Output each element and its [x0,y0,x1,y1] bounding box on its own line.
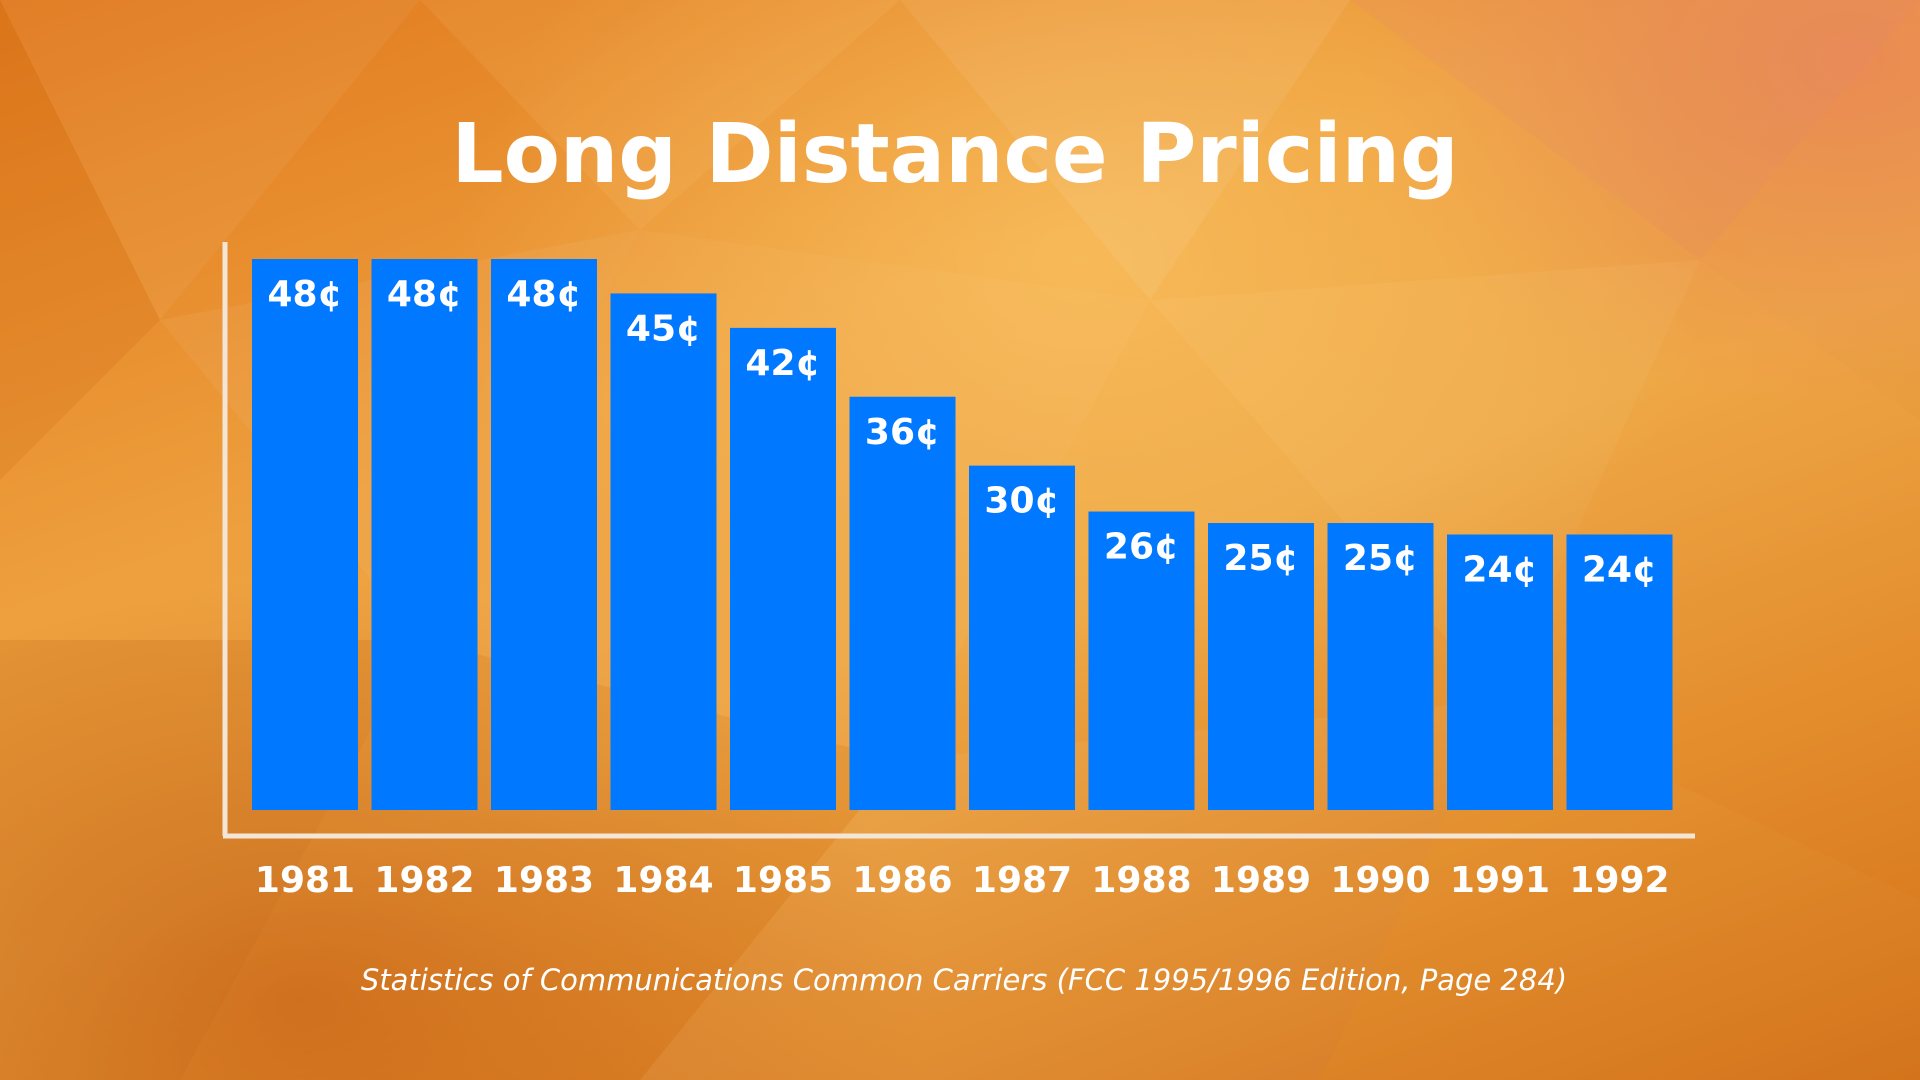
x-tick-label: 1991 [1450,860,1550,901]
bar-value-label: 24¢ [1462,550,1537,591]
x-tick-label: 1990 [1330,860,1430,901]
source-caption: Statistics of Communications Common Carr… [361,963,1567,997]
bar-1986 [849,396,956,810]
bar-1982 [371,259,478,810]
chart-title: Long Distance Pricing [451,107,1458,202]
x-tick-label: 1986 [852,860,952,901]
x-tick-label: 1983 [494,860,594,901]
x-tick-label: 1982 [374,860,474,901]
bar-value-label: 26¢ [1104,527,1179,568]
bar-1984 [610,293,717,810]
bar-1981 [252,259,358,810]
chart-axes [222,242,1695,839]
bar-1990 [1327,523,1434,810]
bar-1983 [491,259,597,810]
bar-1985 [730,327,836,810]
x-tick-label: 1989 [1211,860,1311,901]
bar-1992 [1566,534,1673,810]
bar-series: 48¢ 48¢ 48¢ 45¢ 42¢ 36¢ 30¢ 26¢ 25¢ 25¢ 24¢ 24¢ [252,259,1673,810]
bar-1987 [969,465,1075,810]
x-tick-label: 1981 [255,860,355,901]
bar-value-label: 30¢ [984,481,1059,522]
bar-value-label: 48¢ [387,274,462,315]
bar-1988 [1088,511,1195,810]
bar-1991 [1447,534,1553,810]
x-tick-label: 1985 [733,860,833,901]
bar-1989 [1208,523,1314,810]
bar-value-label: 24¢ [1582,550,1657,591]
bar-value-label: 25¢ [1223,538,1298,579]
x-tick-label: 1984 [613,860,713,901]
bar-value-label: 45¢ [626,308,701,349]
bar-value-label: 42¢ [745,343,820,384]
x-tick-label: 1992 [1569,860,1669,901]
x-tick-label: 1987 [972,860,1072,901]
bar-value-label: 48¢ [506,274,581,315]
x-tick-labels: 1981 1982 1983 1984 1985 1986 1987 1988 1989 1990… [255,860,1670,901]
bar-value-label: 36¢ [865,412,940,453]
bar-value-label: 25¢ [1343,538,1418,579]
x-tick-label: 1988 [1091,860,1191,901]
bar-value-label: 48¢ [267,274,342,315]
